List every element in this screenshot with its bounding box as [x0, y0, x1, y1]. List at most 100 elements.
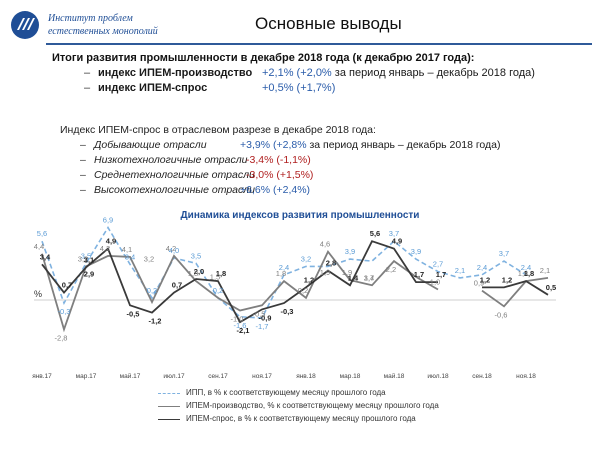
data-label: 3,5	[81, 251, 91, 260]
page-title: Основные выводы	[255, 14, 402, 33]
data-label: 2,2	[386, 265, 396, 274]
data-label: 2,7	[433, 260, 443, 269]
data-label: 3,7	[499, 249, 509, 258]
series-line-0	[41, 226, 527, 319]
data-label: -0,9	[259, 313, 272, 322]
legend-label: ИПЕМ-производство, % к соответствующему …	[186, 401, 439, 410]
data-label: 3,9	[411, 247, 421, 256]
data-label: -1,2	[149, 317, 162, 326]
data-label: 3,4	[40, 252, 51, 261]
data-label: -0,3	[58, 307, 71, 316]
data-label: 4,2	[100, 244, 110, 253]
legend-swatch	[158, 393, 180, 394]
data-label: 1,8	[216, 269, 226, 278]
sector-row-low-tech: – Низкотехнологичные отрасли -3,4% (-1,1…	[80, 154, 590, 168]
data-label: 1,9	[342, 268, 352, 277]
legend-label: ИПП, в % к соответствующему месяцу прошл…	[186, 388, 386, 397]
data-label: 1,7	[436, 270, 446, 279]
data-label: 1,9	[320, 268, 330, 277]
sector-label: Низкотехнологичные отрасли	[94, 154, 248, 166]
institute-logo	[11, 11, 39, 39]
data-label: 2,1	[540, 266, 550, 275]
legend-label: ИПЕМ-спрос, в % к соответствующему месяц…	[186, 414, 416, 423]
data-label: 0,2	[213, 286, 223, 295]
series-line-2	[41, 240, 438, 324]
data-label: 1,4	[364, 273, 374, 282]
summary-value-tail: за период январь – декабрь 2018 года)	[331, 67, 535, 79]
data-label: 1,5	[210, 272, 220, 281]
data-label: 3,7	[364, 273, 374, 282]
sector-row-extractive: – Добывающие отрасли +3,9% (+2,8% за пер…	[80, 139, 590, 153]
summary-value: +0,5% (+1,7%)	[262, 82, 336, 94]
x-tick-label: сен.18	[472, 373, 492, 380]
summary-label: индекс ИПЕМ-производство	[98, 67, 253, 79]
sector-value: +3,9% (+2,8%	[240, 139, 307, 151]
bullet-dash: –	[80, 184, 86, 196]
data-label: 4,4	[34, 242, 44, 251]
data-label: 4,0	[169, 246, 179, 255]
sector-value-wrap: +3,9% (+2,8% за период январь – декабрь …	[240, 139, 501, 151]
data-label: 3,2	[144, 254, 154, 263]
data-label: 2,1	[455, 266, 465, 275]
chart-series-group	[41, 226, 549, 333]
data-label: 3,5	[191, 251, 201, 260]
data-label: 3,4	[125, 252, 135, 261]
data-label: 3,2	[301, 254, 311, 263]
data-label: 1,2	[502, 275, 512, 284]
data-label: 1,2	[304, 275, 314, 284]
bullet-dash: –	[84, 82, 91, 94]
data-label: 3,9	[345, 247, 355, 256]
data-label: 5,6	[370, 229, 380, 238]
data-label: -0,5	[127, 309, 140, 318]
data-label: -2,1	[237, 326, 250, 335]
summary-value: +2,1% (+2,0%	[262, 67, 332, 79]
data-label: -0,3	[281, 307, 294, 316]
data-label: 3,1	[84, 255, 94, 264]
sector-label: Среднетехнологичные отрасли	[94, 169, 255, 181]
data-label: 5,6	[37, 229, 47, 238]
data-label: 2,4	[521, 263, 531, 272]
data-label: -1,0	[231, 315, 244, 324]
x-tick-label: ноя.18	[516, 373, 536, 380]
data-label: 2,4	[279, 263, 289, 272]
x-tick-label: июл.18	[427, 373, 449, 380]
data-label: 1,8	[518, 269, 528, 278]
data-label: -0,5	[253, 309, 266, 318]
organization-name: Институт проблем естественных монополий	[48, 12, 158, 38]
x-tick-label: июл.17	[163, 373, 185, 380]
sector-row-high-tech: – Высокотехнологичные отрасли +6,6% (+2,…	[80, 184, 590, 198]
org-line-1: Институт проблем	[48, 13, 133, 24]
data-label: 0,2	[147, 286, 157, 295]
data-label: 1,4	[348, 273, 359, 282]
bullet-dash: –	[80, 139, 86, 151]
data-label: 0,2	[298, 286, 308, 295]
data-label: 1,8	[524, 269, 534, 278]
summary-row-demand: – индекс ИПЕМ-спрос +0,5% (+1,7%)	[84, 82, 594, 96]
bullet-dash: –	[84, 67, 91, 79]
data-label: 0,5	[546, 283, 556, 292]
sector-row-mid-tech: – Среднетехнологичные отрасли -3,0% (+1,…	[80, 169, 590, 183]
data-label: 1,8	[188, 269, 198, 278]
data-label: 1,7	[414, 270, 424, 279]
sector-label: Добывающие отрасли	[94, 139, 207, 151]
legend-swatch	[158, 419, 180, 420]
series-line-1	[41, 249, 439, 333]
data-label: 0,7	[172, 281, 182, 290]
data-label: 4,2	[166, 244, 176, 253]
data-label: 4,9	[106, 237, 116, 246]
sector-value: -3,4% (-1,1%)	[246, 154, 311, 166]
data-label: -1,6	[234, 321, 247, 330]
data-label: -0,6	[495, 310, 508, 319]
data-label: 4,1	[122, 245, 132, 254]
bullet-dash: –	[80, 169, 86, 181]
data-label: -1,7	[256, 322, 269, 331]
x-tick-label: май.18	[384, 372, 405, 380]
x-tick-label: май.17	[120, 372, 141, 380]
x-tick-label: мар.18	[340, 373, 361, 380]
data-label: 4,6	[320, 240, 330, 249]
chart-data-labels: 5,64,43,4-0,3-2,80,73,53,23,12,96,94,24,…	[34, 216, 556, 343]
summary-value-wrap: +2,1% (+2,0% за период январь – декабрь …	[262, 67, 535, 79]
chart-x-tick-labels: янв.17 мар.17 май.17 июл.17 сен.17 ноя.17 янв.…	[32, 372, 536, 380]
x-tick-label: ноя.17	[252, 373, 272, 380]
